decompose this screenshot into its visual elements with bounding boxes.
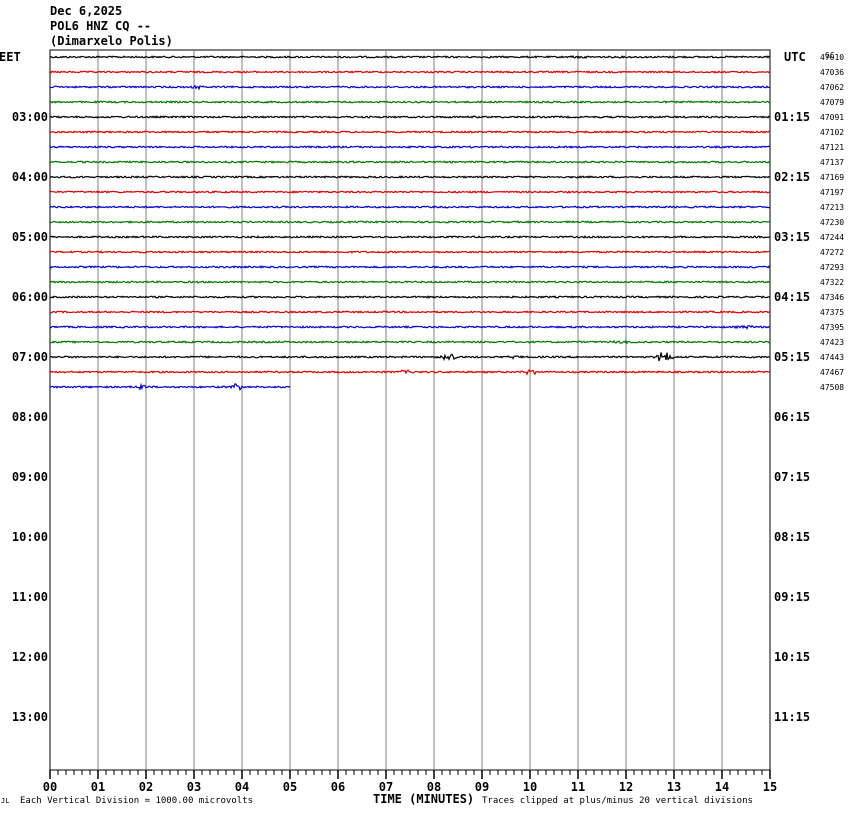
seismic-trace: [49, 324, 771, 330]
x-axis-title: TIME (MINUTES): [373, 792, 475, 806]
trace-count-label: 47036: [820, 68, 844, 77]
trace-count-label: 47423: [820, 338, 844, 347]
seismic-trace: [49, 295, 771, 299]
seismic-trace: [49, 160, 771, 164]
seismic-traces: [49, 54, 771, 392]
x-tick-label: 13: [667, 780, 681, 794]
seismic-trace: [49, 145, 771, 149]
right-hour-label: 04:15: [774, 290, 810, 304]
seismic-trace: [49, 205, 771, 209]
seismic-trace: [49, 339, 771, 345]
x-tick-label: 04: [235, 780, 249, 794]
clip-note: Traces clipped at plus/minus 20 vertical…: [482, 796, 753, 806]
right-hour-label: 08:15: [774, 530, 810, 544]
seismic-trace: [49, 250, 771, 254]
left-hour-label: 04:00: [12, 170, 48, 184]
seismic-trace: [49, 220, 771, 224]
seismic-trace: [49, 70, 771, 74]
seismic-trace: [49, 382, 291, 392]
x-tick-label: 08: [427, 780, 441, 794]
seismic-trace: [49, 368, 771, 376]
trace-count-label: 47272: [820, 248, 844, 257]
seismic-trace: [49, 84, 771, 91]
right-hour-label: 02:15: [774, 170, 810, 184]
right-hour-label: 11:15: [774, 710, 810, 724]
trace-count-label: 47375: [820, 308, 844, 317]
right-hour-label: 09:15: [774, 590, 810, 604]
left-hour-label: 12:00: [12, 650, 48, 664]
minute-grid: [49, 49, 771, 779]
seismic-trace: [49, 265, 771, 269]
trace-count-label: 47062: [820, 83, 844, 92]
trace-count-label: 47395: [820, 323, 844, 332]
corner-label: GC: [825, 51, 835, 60]
x-tick-label: 05: [283, 780, 297, 794]
left-hour-label: 05:00: [12, 230, 48, 244]
trace-count-label: 47244: [820, 233, 844, 242]
trace-count-label: 47169: [820, 173, 844, 182]
seismic-trace: [49, 115, 771, 119]
trace-count-label: 47230: [820, 218, 844, 227]
x-tick-label: 07: [379, 780, 393, 794]
right-timezone-label: UTC: [784, 50, 806, 64]
x-tick-label: 10: [523, 780, 537, 794]
trace-count-label: 47346: [820, 293, 844, 302]
x-tick-label: 09: [475, 780, 489, 794]
scale-note: Each Vertical Division = 1000.00 microvo…: [20, 796, 253, 806]
x-tick-label: 06: [331, 780, 345, 794]
axis-labels: 00 01 02 03 04 05 06 07 08 09 10 11 12 13 14 15 03:00 04:…: [12, 53, 844, 794]
seismic-trace: [49, 190, 771, 194]
right-hour-label: 03:15: [774, 230, 810, 244]
left-hour-label: 07:00: [12, 350, 48, 364]
x-tick-label: 02: [139, 780, 153, 794]
seismic-trace: [49, 352, 771, 362]
left-hour-label: 11:00: [12, 590, 48, 604]
right-hour-label: 07:15: [774, 470, 810, 484]
seismic-trace: [49, 310, 771, 314]
plot-date: Dec 6,2025: [50, 4, 123, 18]
trace-count-label: 47213: [820, 203, 844, 212]
x-tick-label: 01: [91, 780, 105, 794]
right-hour-label: 06:15: [774, 410, 810, 424]
trace-count-label: 47293: [820, 263, 844, 272]
trace-count-label: 47079: [820, 98, 844, 107]
station-code: POL6 HNZ CQ --: [50, 19, 152, 33]
seismic-trace: [49, 235, 771, 239]
plot-frame: [49, 49, 771, 771]
seismic-trace: [49, 54, 771, 60]
trace-count-label: 47322: [820, 278, 844, 287]
x-tick-label: 14: [715, 780, 729, 794]
seismic-trace: [49, 280, 771, 284]
left-hour-label: 08:00: [12, 410, 48, 424]
trace-count-label: 47010: [820, 53, 844, 62]
x-tick-label: 15: [763, 780, 777, 794]
trace-count-label: 47102: [820, 128, 844, 137]
seismic-trace: [49, 100, 771, 104]
trace-count-label: 47197: [820, 188, 844, 197]
trace-count-label: 47137: [820, 158, 844, 167]
right-hour-label: 05:15: [774, 350, 810, 364]
left-hour-label: 06:00: [12, 290, 48, 304]
left-hour-label: 03:00: [12, 110, 48, 124]
right-hour-label: 01:15: [774, 110, 810, 124]
seismic-trace: [49, 175, 771, 179]
trace-count-label: 47443: [820, 353, 844, 362]
trace-count-label: 47121: [820, 143, 844, 152]
trace-count-label: 47091: [820, 113, 844, 122]
right-hour-label: 10:15: [774, 650, 810, 664]
left-hour-label: 10:00: [12, 530, 48, 544]
corner-mark: JL: [1, 797, 10, 805]
left-timezone-label: EET: [0, 50, 21, 64]
station-location: (Dimarxelo Polis): [50, 34, 173, 48]
left-hour-label: 09:00: [12, 470, 48, 484]
x-tick-label: 00: [43, 780, 57, 794]
x-tick-label: 03: [187, 780, 201, 794]
left-hour-label: 13:00: [12, 710, 48, 724]
trace-count-label: 47508: [820, 383, 844, 392]
x-tick-label: 12: [619, 780, 633, 794]
x-tick-label: 11: [571, 780, 585, 794]
trace-count-label: 47467: [820, 368, 844, 377]
seismic-trace: [49, 130, 771, 134]
